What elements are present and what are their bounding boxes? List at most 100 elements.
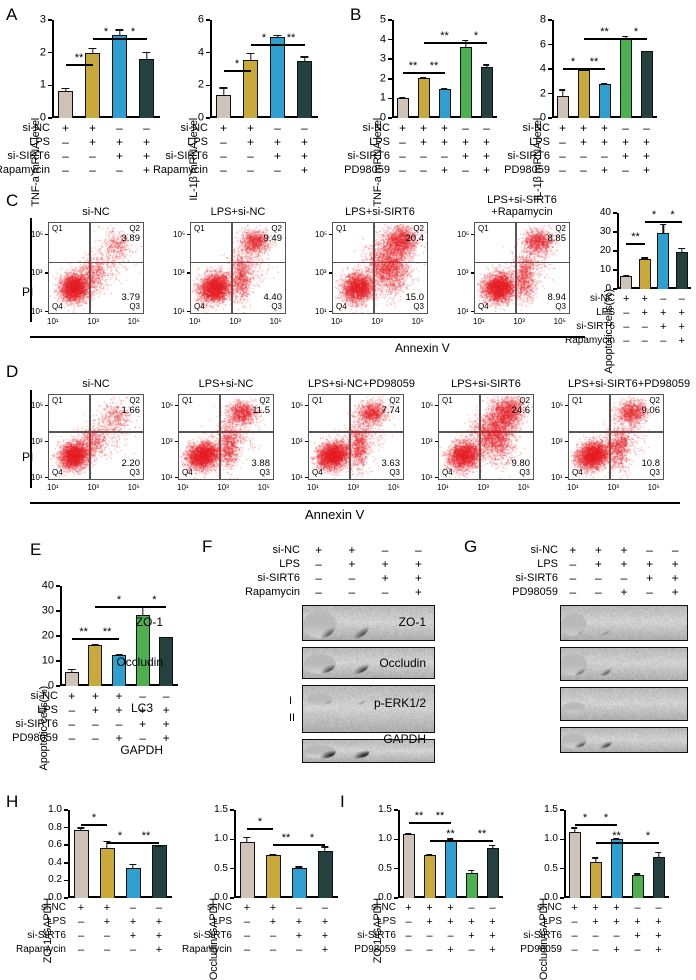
condition-value: + [660,321,667,333]
y-tick [206,19,210,21]
condition-row: si-SIRT6– – – + + [507,149,657,163]
flow-x-tick-label: 10⁵ [647,483,660,492]
y-tick-label: 0.5 [544,862,558,874]
y-tick-label: 1.0 [48,804,62,815]
condition-value: – [274,163,281,177]
significance-line [95,638,119,640]
condition-value: – [295,944,303,956]
quadrant-label-q2: Q2 [271,224,282,233]
bar [396,96,409,118]
blot-condition-name: Rapamycin [244,586,300,598]
flow-x-tick-label: 10³ [607,483,619,492]
condition-row: si-NC + + + – – [523,121,657,135]
flow-x-tick-label: 10⁵ [411,317,424,326]
y-tick-label: 5 [379,13,386,26]
condition-row: PD98059– – + – + [354,943,503,957]
condition-name: si-SIRT6 [193,930,232,941]
condition-value: + [419,135,427,149]
y-tick [230,809,234,811]
bar-cell [461,810,482,898]
condition-row: LPS – + + + + [369,135,497,149]
flow-x-tick-label: 10¹ [189,317,201,326]
y-tick-label: 0 [605,283,611,294]
y-tick [560,897,564,899]
y-tick-label: 0 [539,111,546,124]
condition-value: + [571,902,578,914]
bar [111,654,126,686]
condition-value: + [660,307,667,319]
condition-name: LPS [377,916,396,927]
significance-line [637,842,659,844]
condition-value: – [660,335,667,347]
bar [620,275,633,289]
blot-image [303,648,434,678]
condition-name: si-NC [537,902,562,913]
condition-row: si-SIRT6– – + + [7,149,160,163]
y-tick-label: 1.0 [214,833,228,845]
significance-label: * [257,816,263,828]
flow-plot-title: si-NC [82,378,110,390]
quadrant-label-q4: Q4 [442,468,453,477]
condition-values: + + – – [68,901,172,915]
flow-scatter-dots [569,395,663,479]
blot-condition-row: si-NC + + + – – [531,543,688,557]
bar-cell [636,213,655,289]
blot-row-label: ZO-1 [398,615,426,629]
y-axis [68,810,70,898]
condition-value: + [440,163,448,177]
flow-y-tick-label: 10³ [457,268,469,278]
condition-value: – [115,717,123,731]
condition-values: – – + + [210,149,318,163]
blot-band-row [560,727,688,753]
y-tick-label: 30 [599,226,611,237]
blot-condition-value: + [620,543,628,557]
condition-value: + [426,902,433,914]
condition-value: – [641,335,648,347]
y-tick-label: 0.8 [48,821,62,833]
error-bar-cap [641,257,648,259]
condition-value: + [613,944,620,956]
y-tick [64,879,68,882]
flow-plot-title: LPS+si-SIRT6 +Rapamycin [474,194,570,218]
bar-cell [52,20,79,118]
significance-line [71,638,96,640]
condition-value: + [103,916,111,928]
bar [125,863,141,898]
y-tick [64,862,68,864]
condition-values: – + + + + [60,703,178,717]
bar [589,857,602,898]
condition-value: + [634,916,641,928]
flow-y-tick-label: 10¹ [173,307,185,316]
flow-y-tick [45,311,48,313]
y-tick-label: 0 [47,679,54,692]
y-tick [388,78,392,80]
blot-condition-name: PD98059 [512,586,558,598]
bar [465,869,478,898]
panel-letter-C: C [6,191,19,210]
flow-x-tick-label: 10³ [87,483,99,492]
panel-d-y-axis [30,390,32,488]
error-bar-cap [246,52,255,54]
condition-value: – [622,163,629,177]
flow-scatter-dots [49,223,143,313]
flow-x-tick-label: 10¹ [307,483,319,492]
condition-name: si-NC [30,690,59,702]
error-bar-cap [559,89,566,91]
y-tick [206,117,210,119]
condition-value: + [440,135,448,149]
flow-plot-title: LPS+si-SIRT6+PD98059 [568,378,691,390]
blot-condition-values: – + + + + [560,557,688,571]
condition-value: + [243,902,251,914]
quadrant-label-q2: Q2 [649,396,660,405]
bar [88,644,103,686]
error-bar-cap [399,96,406,99]
y-tick-label: 0.0 [544,892,558,903]
condition-value: – [301,121,308,135]
flow-x-tick-label: 10³ [513,317,525,326]
condition-row: si-SIRT6– – + + [576,320,691,334]
condition-values: + + – – [617,292,691,306]
quadrant-label-q4: Q4 [572,468,583,477]
blot-condition-row: si-NC + + – – [273,543,435,557]
condition-name: Rapamycin [152,164,208,176]
condition-values: – – + + [68,929,172,943]
